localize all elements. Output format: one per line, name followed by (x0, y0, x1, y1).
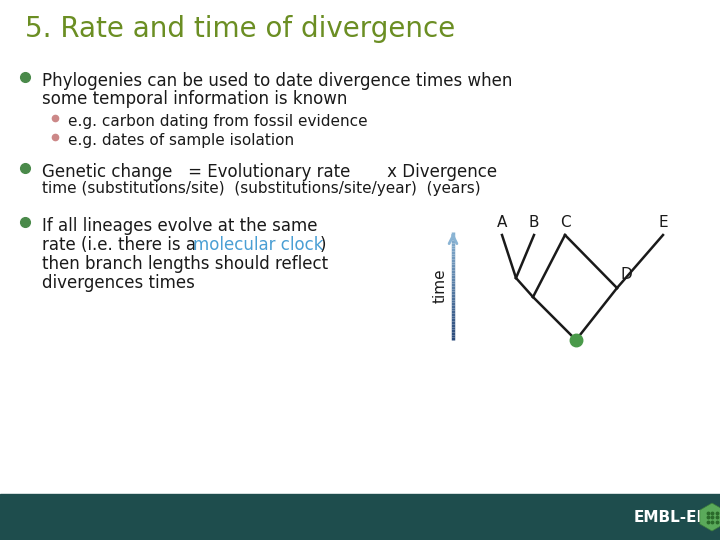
Text: then branch lengths should reflect: then branch lengths should reflect (42, 255, 328, 273)
Text: Genetic change   = Evolutionary rate       x Divergence: Genetic change = Evolutionary rate x Div… (42, 163, 497, 181)
Text: e.g. carbon dating from fossil evidence: e.g. carbon dating from fossil evidence (68, 114, 368, 129)
Text: some temporal information is known: some temporal information is known (42, 90, 347, 108)
Text: molecular clock: molecular clock (193, 236, 323, 254)
Text: D: D (621, 267, 633, 282)
Polygon shape (700, 503, 720, 531)
Text: A: A (497, 215, 507, 230)
Text: Phylogenies can be used to date divergence times when: Phylogenies can be used to date divergen… (42, 72, 513, 90)
Text: time (substitutions/site)  (substitutions/site/year)  (years): time (substitutions/site) (substitutions… (42, 181, 481, 196)
Text: C: C (559, 215, 570, 230)
Text: E: E (658, 215, 668, 230)
Text: If all lineages evolve at the same: If all lineages evolve at the same (42, 217, 318, 235)
Text: EMBL-EBI: EMBL-EBI (634, 510, 715, 524)
Bar (0, 494, 720, 540)
Text: time: time (433, 269, 448, 303)
Text: 5. Rate and time of divergence: 5. Rate and time of divergence (25, 15, 455, 43)
Text: rate (i.e. there is a: rate (i.e. there is a (42, 236, 202, 254)
Text: divergences times: divergences times (42, 274, 195, 292)
Text: B: B (528, 215, 539, 230)
Text: ): ) (320, 236, 326, 254)
Text: e.g. dates of sample isolation: e.g. dates of sample isolation (68, 133, 294, 148)
